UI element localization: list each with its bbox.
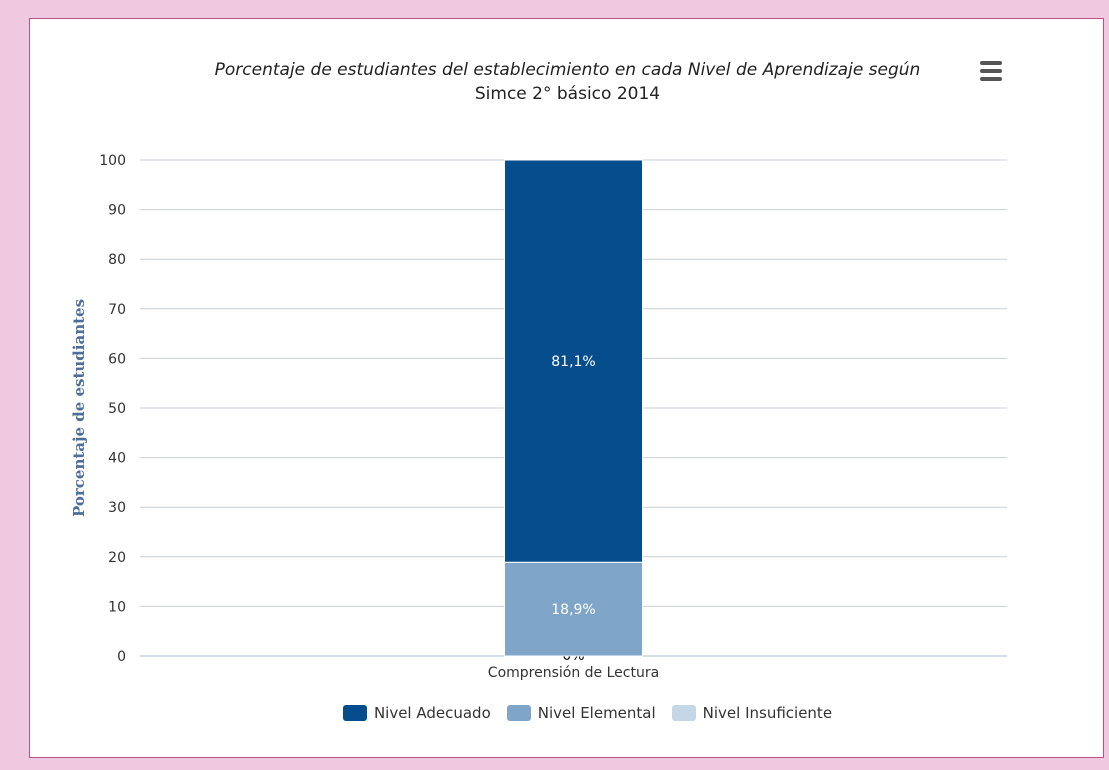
y-tick-label: 70 [108,302,126,318]
y-tick-label: 0 [117,649,126,665]
legend-swatch [671,705,696,721]
y-tick-label: 30 [108,500,126,516]
chart-container: Porcentaje de estudiantes del establecim… [29,18,1104,758]
data-label: 18,9% [551,602,595,618]
bar-segment [504,561,643,657]
legend-swatch [342,705,367,721]
y-tick-label: 80 [108,252,126,268]
chart-legend: Nivel Adecuado Nivel Elemental Nivel Insuf… [305,695,870,731]
x-tick-label: Comprensión de Lectura [488,665,659,681]
y-tick-label: 100 [99,153,126,169]
legend-label: Nivel Elemental [537,704,656,722]
legend-item[interactable]: Nivel Insuficiente [671,704,833,722]
legend-item[interactable]: Nivel Adecuado [342,704,491,722]
legend-item[interactable]: Nivel Elemental [506,704,656,722]
y-tick-label: 90 [108,203,126,219]
legend-swatch [506,705,531,721]
hamburger-menu-icon[interactable] [978,61,1004,81]
chart-subtitle: Simce 2° básico 2014 [474,84,661,104]
y-tick-label: 60 [108,351,126,367]
y-axis-title: Porcentaje de estudiantes [70,299,88,517]
legend-label: Nivel Insuficiente [702,704,833,722]
chart-plot: 0 10 20 30 40 50 60 70 80 90 100 Porcentaje de estu… [70,153,1007,681]
y-tick-label: 20 [108,550,126,566]
chart-title: Porcentaje de estudiantes del establecim… [214,60,921,80]
y-tick-label: 10 [108,599,126,615]
y-tick-label: 50 [108,401,126,417]
legend-label: Nivel Adecuado [373,704,491,722]
y-tick-label: 40 [108,451,126,467]
bar-segment [504,159,643,563]
data-label: 81,1% [551,354,595,370]
